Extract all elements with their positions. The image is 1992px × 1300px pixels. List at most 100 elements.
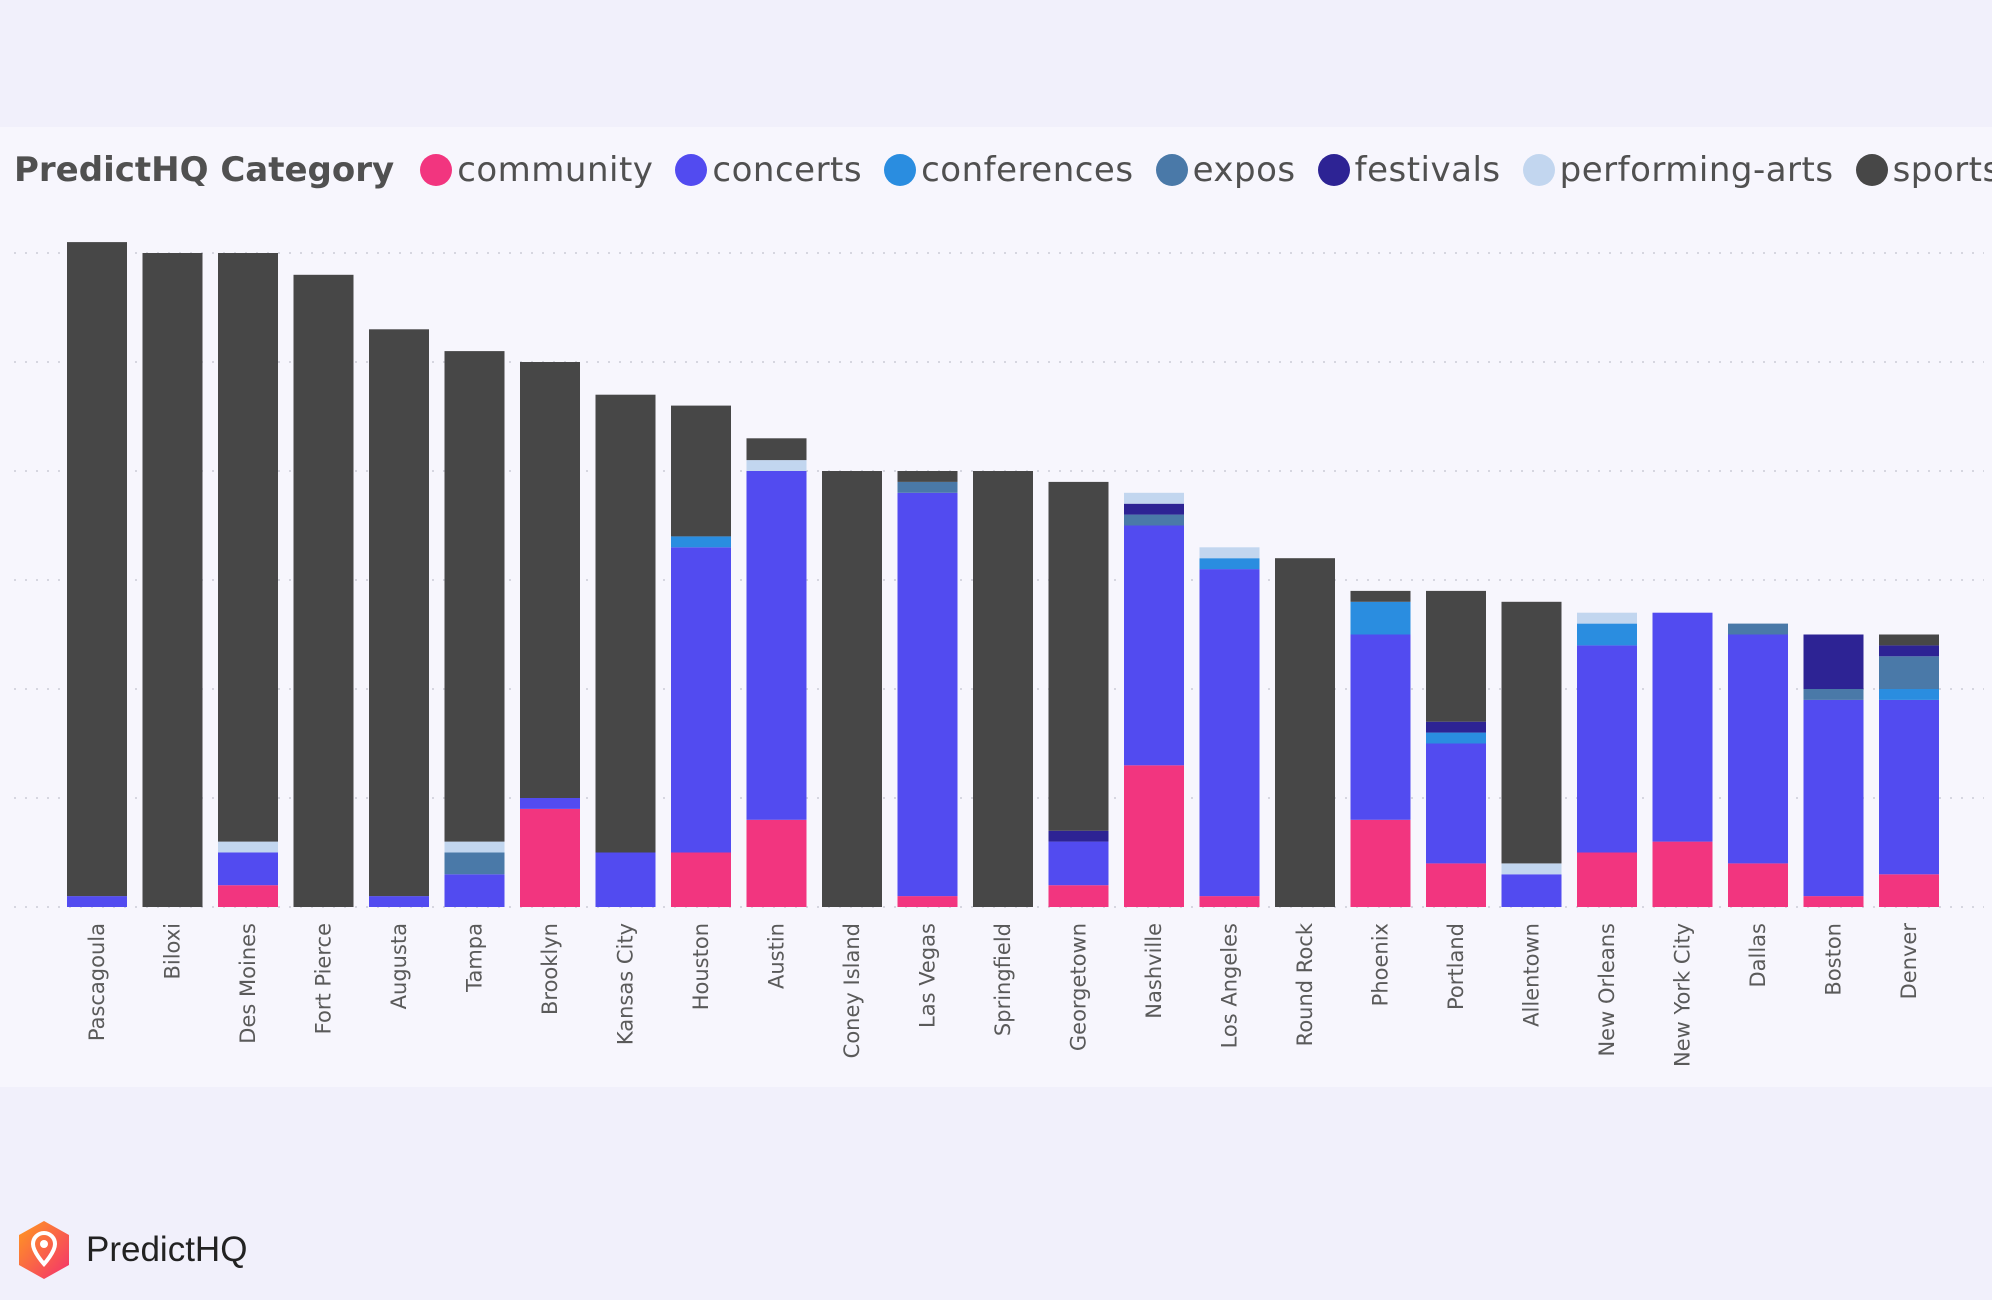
bar-segment-concerts[interactable] xyxy=(67,896,127,907)
bar-segment-performing-arts[interactable] xyxy=(1124,492,1184,504)
legend-item-sports[interactable]: sports xyxy=(1855,150,1992,190)
bar-segment-expos[interactable] xyxy=(897,481,958,493)
bar-segment-concerts[interactable] xyxy=(595,852,656,908)
bar-segment-performing-arts[interactable] xyxy=(218,841,278,853)
x-tick-label: Round Rock xyxy=(1293,922,1317,1046)
bar-segment-concerts[interactable] xyxy=(1048,841,1109,886)
x-tick-label: Coney Island xyxy=(840,923,864,1058)
bar-segment-concerts[interactable] xyxy=(1501,874,1562,907)
bar-segment-sports[interactable] xyxy=(822,471,882,907)
bar-segment-concerts[interactable] xyxy=(1426,743,1486,864)
bar-segment-community[interactable] xyxy=(1426,863,1486,907)
bar-segment-performing-arts[interactable] xyxy=(1501,863,1562,875)
bar-segment-community[interactable] xyxy=(1199,896,1260,907)
bar-segment-performing-arts[interactable] xyxy=(1577,612,1637,624)
x-tick-label: Boston xyxy=(1822,923,1846,996)
bar-segment-sports[interactable] xyxy=(369,329,429,897)
bar-segment-sports[interactable] xyxy=(142,253,203,907)
bar-segment-performing-arts[interactable] xyxy=(746,460,807,471)
bar-segment-concerts[interactable] xyxy=(1350,634,1411,820)
bar-segment-conferences[interactable] xyxy=(1577,623,1637,646)
bar-segment-festivals[interactable] xyxy=(1803,634,1864,690)
bar-segment-concerts[interactable] xyxy=(1803,699,1864,897)
bar-segment-sports[interactable] xyxy=(1048,481,1109,831)
bar-segment-performing-arts[interactable] xyxy=(444,841,505,853)
bar-segment-community[interactable] xyxy=(1350,819,1411,907)
bar-segment-concerts[interactable] xyxy=(1199,569,1260,897)
bar-segment-sports[interactable] xyxy=(293,274,354,907)
bar-segment-concerts[interactable] xyxy=(671,547,731,853)
bar-segment-expos[interactable] xyxy=(1879,656,1939,689)
x-tick-label: Dallas xyxy=(1746,923,1770,988)
bar-segment-sports[interactable] xyxy=(1426,590,1486,722)
bar-segment-conferences[interactable] xyxy=(1879,689,1939,700)
bar-segment-community[interactable] xyxy=(1048,885,1109,907)
bar-segment-concerts[interactable] xyxy=(1652,612,1713,842)
x-tick-label: Augusta xyxy=(387,923,411,1009)
bar-segment-community[interactable] xyxy=(1577,852,1637,908)
bar-segment-festivals[interactable] xyxy=(1879,645,1939,657)
bar-segment-sports[interactable] xyxy=(520,362,580,798)
legend-item-festivals[interactable]: festivals xyxy=(1317,150,1501,190)
predicthq-logo-icon xyxy=(19,1221,69,1279)
bar-segment-community[interactable] xyxy=(1728,863,1788,907)
bar-segment-expos[interactable] xyxy=(1803,689,1864,700)
legend-item-expos[interactable]: expos xyxy=(1155,150,1296,190)
bar-segment-community[interactable] xyxy=(1803,896,1864,907)
bar-segment-community[interactable] xyxy=(218,885,278,907)
bar-segment-community[interactable] xyxy=(746,819,807,907)
bar-segment-concerts[interactable] xyxy=(520,798,580,809)
bar-segment-sports[interactable] xyxy=(746,438,807,461)
bar-segment-concerts[interactable] xyxy=(1577,645,1637,853)
bar-segment-concerts[interactable] xyxy=(1124,525,1184,766)
bar-segment-festivals[interactable] xyxy=(1124,503,1184,515)
bar-segment-sports[interactable] xyxy=(1879,634,1939,646)
bar-segment-festivals[interactable] xyxy=(1048,830,1109,842)
bar-segment-community[interactable] xyxy=(671,852,731,908)
bar-segment-festivals[interactable] xyxy=(1426,721,1486,733)
bar-segment-sports[interactable] xyxy=(1350,590,1411,602)
bar-segment-sports[interactable] xyxy=(595,394,656,853)
x-tick-label: Brooklyn xyxy=(538,923,562,1015)
legend-item-community[interactable]: community xyxy=(420,150,653,190)
bar-segment-community[interactable] xyxy=(520,808,580,907)
bar-segment-sports[interactable] xyxy=(1275,558,1335,907)
bar-segment-sports[interactable] xyxy=(67,242,127,897)
bar-segment-performing-arts[interactable] xyxy=(1199,547,1260,559)
bar-segment-concerts[interactable] xyxy=(1879,699,1939,875)
bar-segment-conferences[interactable] xyxy=(1350,601,1411,635)
bar-segment-expos[interactable] xyxy=(1728,623,1788,635)
x-tick-label: Nashville xyxy=(1142,923,1166,1019)
legend-item-concerts[interactable]: concerts xyxy=(675,150,862,190)
bar-segment-community[interactable] xyxy=(1124,765,1184,907)
legend-item-conferences[interactable]: conferences xyxy=(884,150,1133,190)
bar-segment-community[interactable] xyxy=(1652,841,1713,907)
bar-segment-sports[interactable] xyxy=(897,471,958,482)
bar-segment-expos[interactable] xyxy=(444,852,505,875)
bar-segment-concerts[interactable] xyxy=(218,852,278,886)
bar-segment-sports[interactable] xyxy=(444,351,505,842)
legend-label-festivals: festivals xyxy=(1354,150,1501,190)
bar-segment-community[interactable] xyxy=(1879,874,1939,907)
bar-segment-concerts[interactable] xyxy=(746,471,807,820)
legend-label-performing-arts: performing-arts xyxy=(1559,150,1834,190)
bar-segment-concerts[interactable] xyxy=(897,492,958,897)
legend-label-expos: expos xyxy=(1192,150,1296,190)
bar-segment-community[interactable] xyxy=(897,896,958,907)
legend-label-concerts: concerts xyxy=(712,150,863,190)
bar-segment-conferences[interactable] xyxy=(1426,732,1486,744)
bar-segment-concerts[interactable] xyxy=(1728,634,1788,864)
bar-segment-conferences[interactable] xyxy=(1199,558,1260,570)
legend-item-performing-arts[interactable]: performing-arts xyxy=(1522,150,1834,190)
x-tick-label: Phoenix xyxy=(1369,923,1393,1006)
legend-swatch-sports xyxy=(1855,154,1888,186)
bar-segment-sports[interactable] xyxy=(671,405,731,537)
bar-segment-sports[interactable] xyxy=(218,253,278,842)
bar-segment-expos[interactable] xyxy=(1124,514,1184,526)
bar-segment-concerts[interactable] xyxy=(369,896,429,907)
bar-segment-sports[interactable] xyxy=(973,471,1033,907)
brand-name: PredictHQ xyxy=(86,1230,248,1269)
bar-segment-sports[interactable] xyxy=(1501,601,1562,864)
bar-segment-concerts[interactable] xyxy=(444,874,505,907)
bar-segment-conferences[interactable] xyxy=(671,536,731,548)
